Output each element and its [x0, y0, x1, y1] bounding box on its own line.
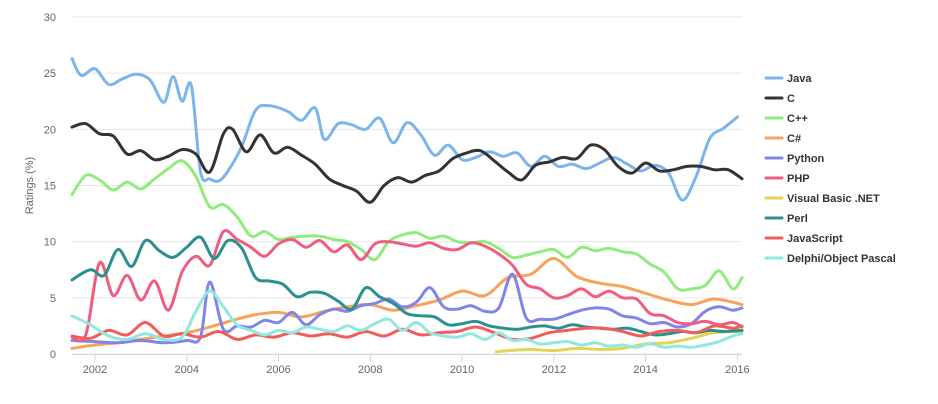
- legend-item-c[interactable]: C#: [764, 133, 801, 145]
- grid: [72, 16, 742, 355]
- series-line-delphi-object-pascal: [70, 289, 744, 349]
- legend-item-c[interactable]: C: [764, 93, 795, 105]
- y-axis-title: Ratings (%): [24, 157, 36, 214]
- series-line-php: [70, 229, 744, 343]
- x-tick-label: 2006: [266, 364, 290, 376]
- x-tick-label: 2002: [83, 364, 107, 376]
- y-tick-label: 15: [44, 181, 56, 193]
- x-tick-label: 2016: [725, 364, 749, 376]
- legend-label: Python: [787, 153, 825, 165]
- legend-item-perl[interactable]: Perl: [764, 213, 808, 225]
- y-tick-label: 5: [50, 293, 56, 305]
- series-line-c: [70, 122, 744, 204]
- legend-item-javascript[interactable]: JavaScript: [764, 233, 843, 245]
- legend-label: Java: [787, 73, 812, 85]
- axes: Ratings (%) 0 5 10 15 20 25 30 2002 2004 2006 2008…: [24, 12, 750, 376]
- series-line-c: [70, 159, 744, 292]
- series-line-java: [70, 57, 739, 202]
- series-line-perl: [70, 235, 744, 337]
- legend-label: C++: [787, 113, 808, 125]
- legend-label: JavaScript: [787, 233, 843, 245]
- legend-item-php[interactable]: PHP: [764, 173, 810, 185]
- y-tick-label: 0: [50, 349, 56, 361]
- x-tick-label: 2014: [633, 364, 657, 376]
- series-line-visual-basic-net: [495, 330, 744, 354]
- x-tick-label: 2010: [450, 364, 474, 376]
- legend-label: C: [787, 93, 795, 105]
- x-tick-label: 2004: [174, 364, 198, 376]
- legend: Java C C++ C# Python PHP Visual Basic .NET Perl…: [764, 73, 896, 265]
- legend-label: C#: [787, 133, 801, 145]
- legend-item-python[interactable]: Python: [764, 153, 825, 165]
- y-tick-label: 25: [44, 68, 56, 80]
- legend-item-java[interactable]: Java: [764, 73, 812, 85]
- legend-label: Delphi/Object Pascal: [787, 253, 896, 265]
- legend-item-delphi-object-pascal[interactable]: Delphi/Object Pascal: [764, 253, 896, 265]
- series-lines: [70, 57, 744, 354]
- legend-label: PHP: [787, 173, 810, 185]
- legend-item-visual-basic-net[interactable]: Visual Basic .NET: [764, 193, 880, 205]
- y-tick-label: 20: [44, 124, 56, 136]
- legend-item-c[interactable]: C++: [764, 113, 808, 125]
- y-tick-label: 30: [44, 12, 56, 24]
- x-tick-label: 2012: [542, 364, 566, 376]
- legend-label: Perl: [787, 213, 808, 225]
- legend-label: Visual Basic .NET: [787, 193, 880, 205]
- y-tick-label: 10: [44, 237, 56, 249]
- x-tick-label: 2008: [358, 364, 382, 376]
- series-line-python: [70, 272, 744, 345]
